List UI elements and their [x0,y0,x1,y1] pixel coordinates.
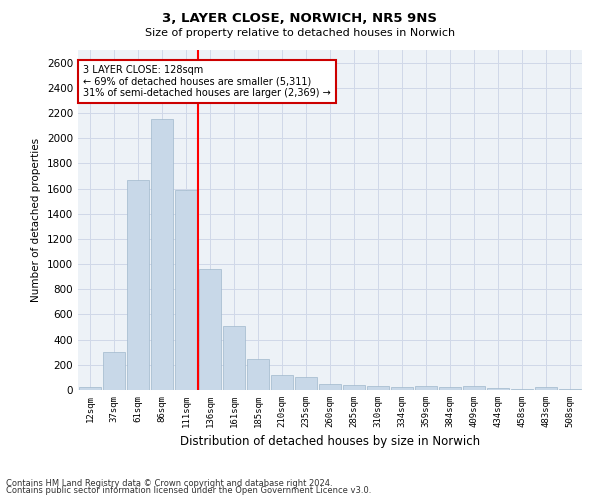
Bar [535,387,557,390]
Bar [199,269,221,390]
Bar [319,384,341,390]
Bar [151,120,173,390]
Bar [175,190,197,390]
Text: Size of property relative to detached houses in Norwich: Size of property relative to detached ho… [145,28,455,38]
Bar [103,352,125,390]
Bar [79,387,101,390]
Text: Contains HM Land Registry data © Crown copyright and database right 2024.: Contains HM Land Registry data © Crown c… [6,478,332,488]
Bar [343,384,365,390]
Text: 3 LAYER CLOSE: 128sqm
← 69% of detached houses are smaller (5,311)
31% of semi-d: 3 LAYER CLOSE: 128sqm ← 69% of detached … [83,66,331,98]
Bar [439,387,461,390]
Bar [271,375,293,390]
X-axis label: Distribution of detached houses by size in Norwich: Distribution of detached houses by size … [180,436,480,448]
Bar [247,358,269,390]
Y-axis label: Number of detached properties: Number of detached properties [31,138,41,302]
Bar [415,386,437,390]
Bar [463,386,485,390]
Bar [295,378,317,390]
Bar [367,386,389,390]
Bar [223,326,245,390]
Text: 3, LAYER CLOSE, NORWICH, NR5 9NS: 3, LAYER CLOSE, NORWICH, NR5 9NS [163,12,437,26]
Bar [391,388,413,390]
Bar [127,180,149,390]
Bar [487,388,509,390]
Text: Contains public sector information licensed under the Open Government Licence v3: Contains public sector information licen… [6,486,371,495]
